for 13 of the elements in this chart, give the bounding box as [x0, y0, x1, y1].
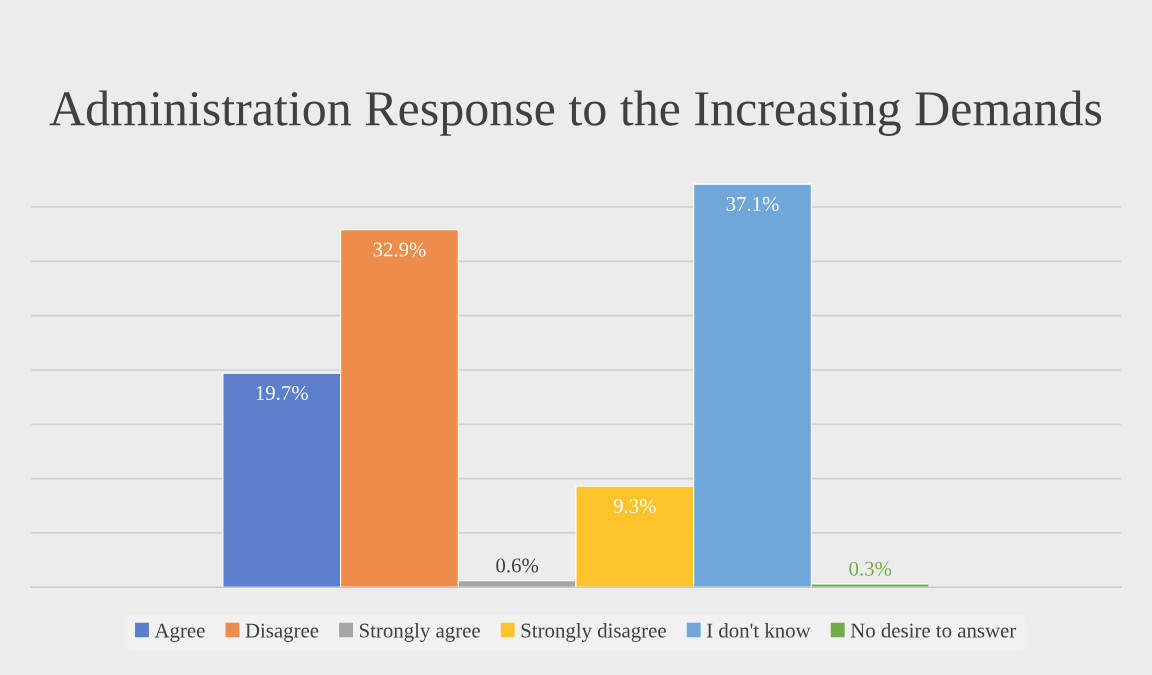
- data-label: 37.1%: [726, 196, 779, 212]
- legend-label: No desire to answer: [850, 622, 1017, 638]
- chart-title: Administration Response to the Increasing Demands: [49, 90, 1102, 136]
- data-label: 9.3%: [613, 498, 656, 514]
- legend-label: Agree: [154, 623, 205, 642]
- data-label: 32.9%: [373, 242, 426, 257]
- legend-label: Strongly disagree: [521, 622, 666, 642]
- data-label: 19.7%: [256, 385, 308, 401]
- legend-label: Disagree: [245, 623, 319, 642]
- legend-label: Strongly agree: [359, 622, 480, 642]
- legend-label: I don't know: [706, 622, 811, 638]
- data-label: 0.3%: [849, 561, 892, 576]
- data-label: 0.6%: [496, 558, 539, 573]
